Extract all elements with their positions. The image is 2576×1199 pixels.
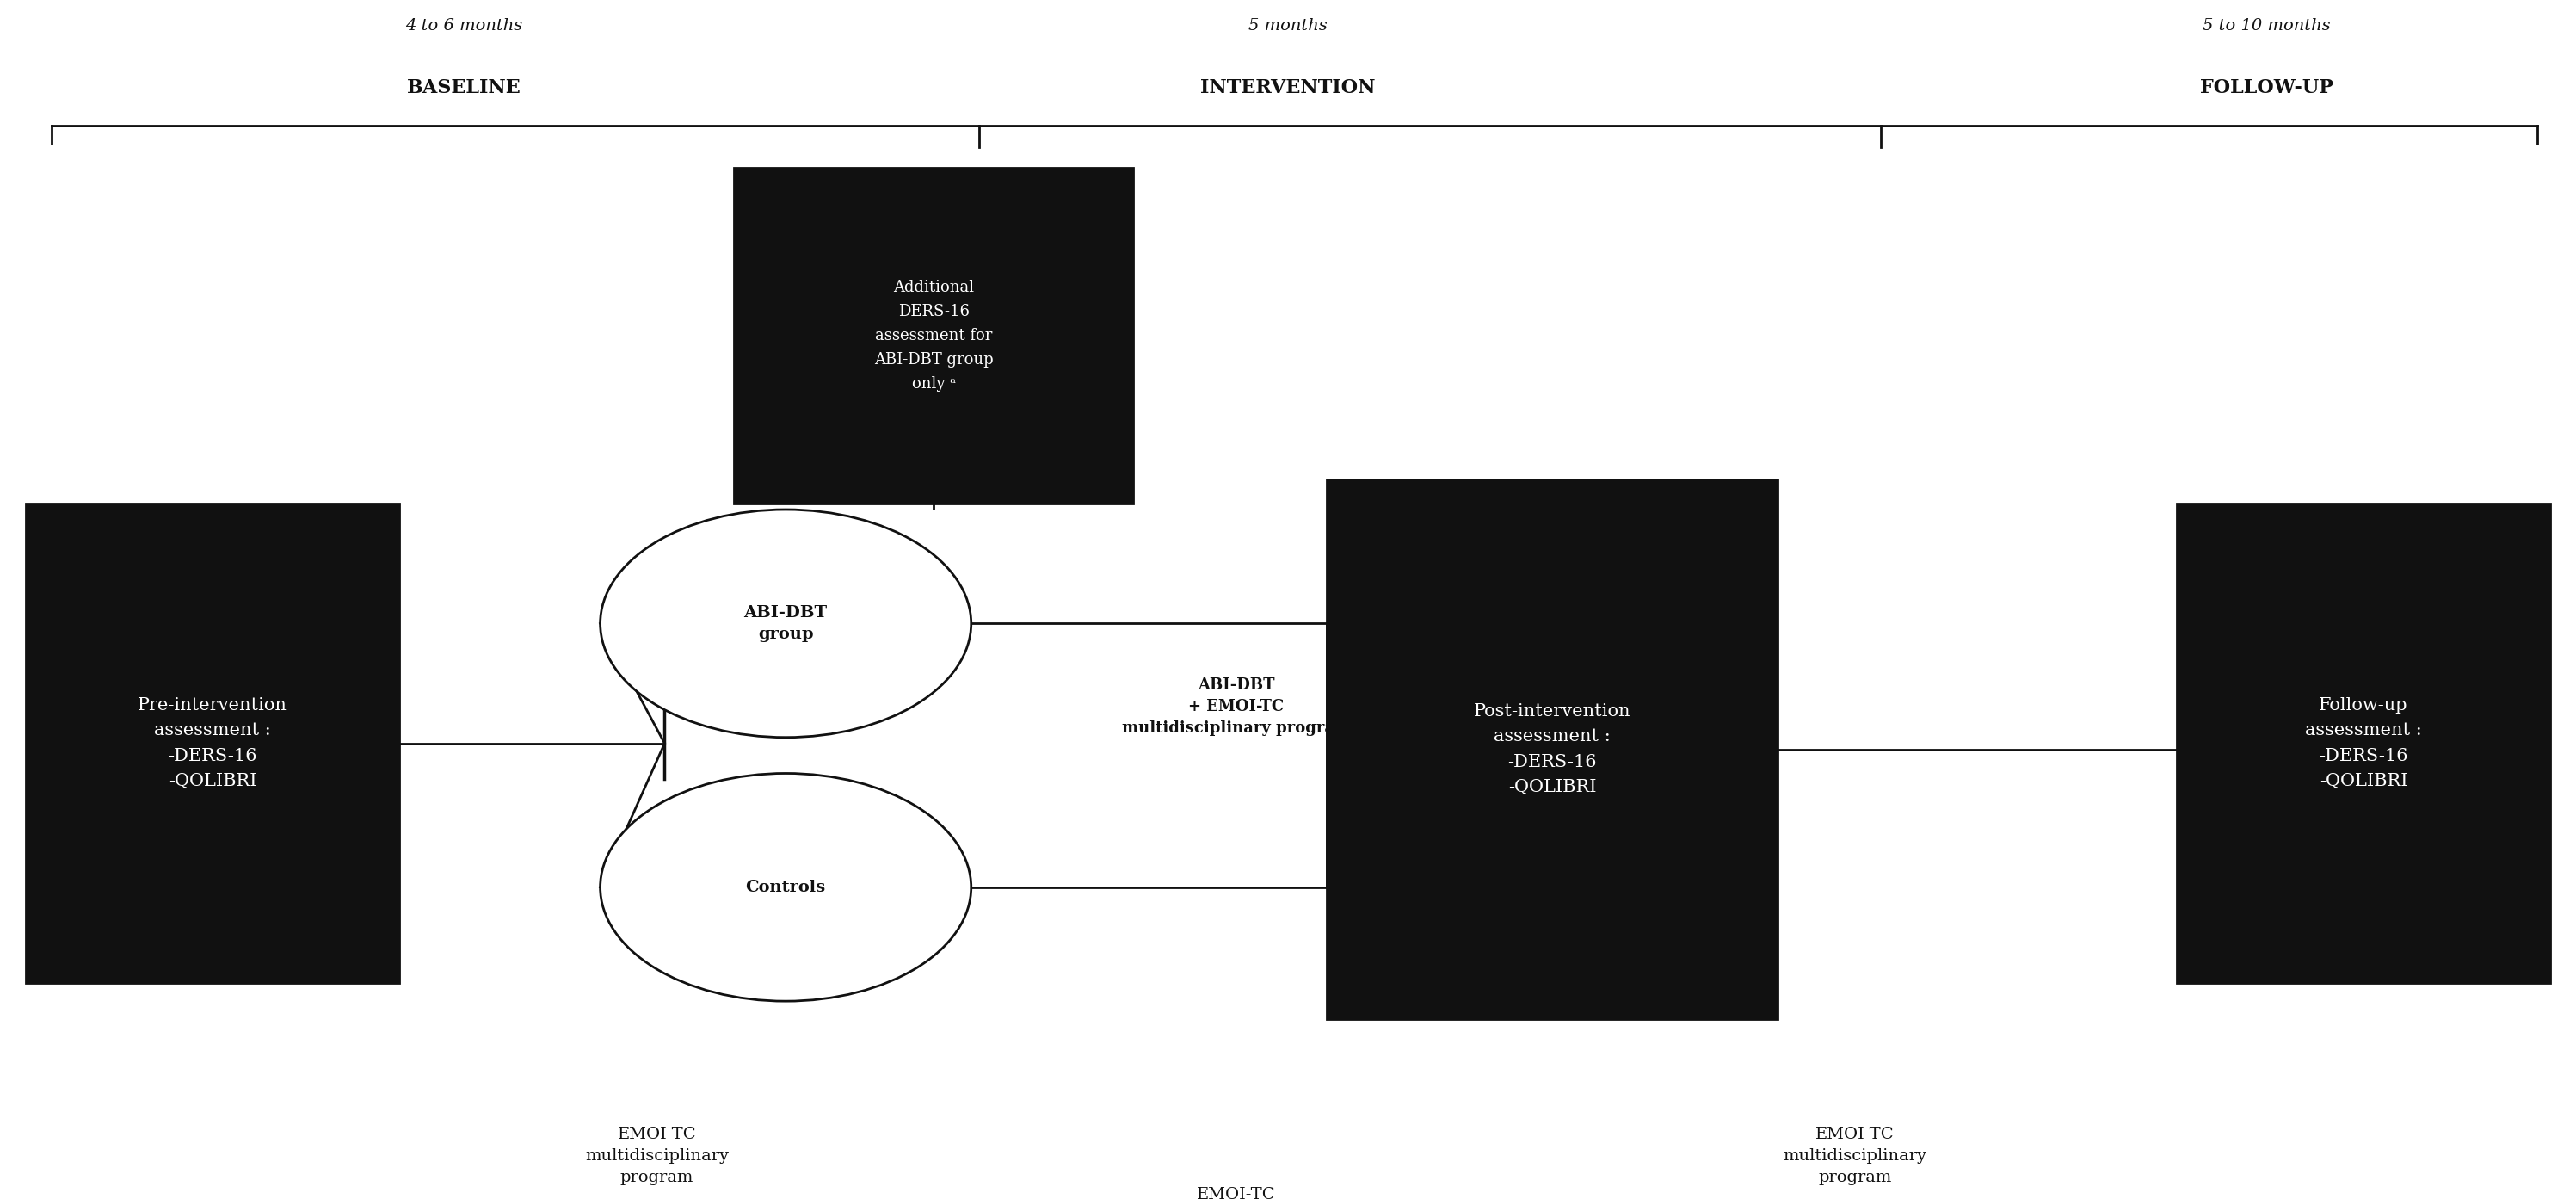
Text: BASELINE: BASELINE — [407, 78, 520, 97]
Ellipse shape — [600, 773, 971, 1001]
Text: Post-intervention
assessment :
-DERS-16
-QOLIBRI: Post-intervention assessment : -DERS-16 … — [1473, 703, 1631, 796]
Text: FOLLOW-UP: FOLLOW-UP — [2200, 78, 2334, 97]
Text: Follow-up
assessment :
-DERS-16
-QOLIBRI: Follow-up assessment : -DERS-16 -QOLIBRI — [2306, 697, 2421, 790]
Ellipse shape — [600, 510, 971, 737]
Text: EMOI-TC
multidisciplinary
program: EMOI-TC multidisciplinary program — [1783, 1127, 1927, 1186]
Text: EMOI-TC
multidisciplinary
program: EMOI-TC multidisciplinary program — [1164, 1187, 1309, 1199]
Text: 4 to 6 months: 4 to 6 months — [404, 18, 523, 34]
Text: ABI-DBT
group: ABI-DBT group — [744, 605, 827, 641]
FancyBboxPatch shape — [2177, 504, 2550, 983]
Text: 5 months: 5 months — [1249, 18, 1327, 34]
Text: INTERVENTION: INTERVENTION — [1200, 78, 1376, 97]
FancyBboxPatch shape — [734, 168, 1133, 504]
Text: EMOI-TC
multidisciplinary
program: EMOI-TC multidisciplinary program — [585, 1127, 729, 1186]
FancyBboxPatch shape — [26, 504, 399, 983]
Text: ABI-DBT
+ EMOI-TC
multidisciplinary program: ABI-DBT + EMOI-TC multidisciplinary prog… — [1123, 677, 1350, 736]
FancyBboxPatch shape — [1327, 480, 1777, 1019]
Text: Additional
DERS-16
assessment for
ABI-DBT group
only ᵃ: Additional DERS-16 assessment for ABI-DB… — [873, 281, 994, 391]
Text: 5 to 10 months: 5 to 10 months — [2202, 18, 2331, 34]
Text: Pre-intervention
assessment :
-DERS-16
-QOLIBRI: Pre-intervention assessment : -DERS-16 -… — [137, 697, 289, 790]
Text: Controls: Controls — [744, 880, 827, 894]
